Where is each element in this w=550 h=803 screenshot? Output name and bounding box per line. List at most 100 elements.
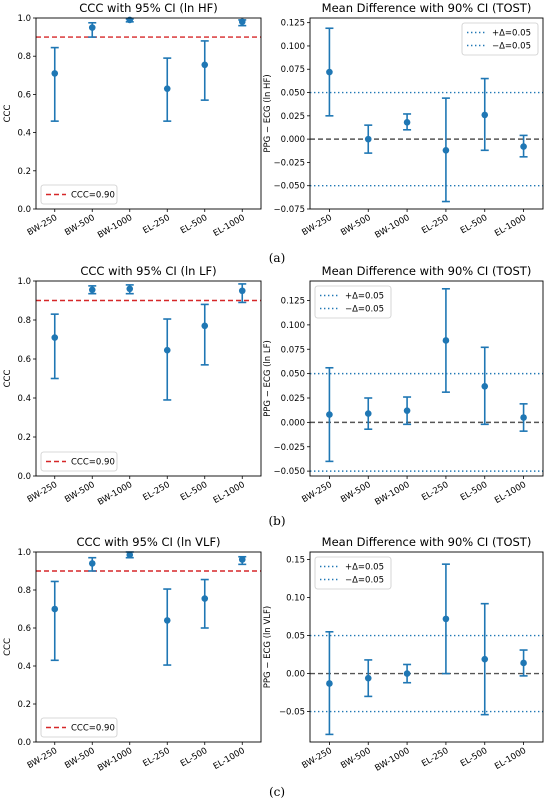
data-point <box>364 674 372 682</box>
plot-frame <box>309 17 544 210</box>
x-tick-label: EL-1000 <box>493 746 528 772</box>
y-tick-label: 0.050 <box>281 89 305 99</box>
data-point <box>520 414 527 421</box>
x-tick-label: BW-1000 <box>373 213 411 241</box>
x-tick-label: BW-500 <box>339 213 372 238</box>
data-point <box>520 143 527 150</box>
chart-panel-5: CCC with 95% CI (ln VLF) CCC 0.0 0.2 0.4 0.6 0… <box>3 535 262 774</box>
data-point-group <box>325 630 334 736</box>
y-tick-label: 0.8 <box>17 52 31 62</box>
data-point <box>403 670 411 677</box>
y-tick-label: 0.6 <box>17 355 31 365</box>
y-axis-label: PPG − ECG (ln LF) <box>263 340 273 417</box>
y-tick-label: 0.050 <box>281 370 305 380</box>
data-point <box>442 337 450 344</box>
x-tick-label: EL-250 <box>141 213 171 236</box>
data-point-group <box>88 21 97 38</box>
plot-frame <box>309 280 544 477</box>
chart-title: CCC with 95% CI (ln VLF) <box>76 535 220 549</box>
data-point <box>364 135 372 143</box>
legend: +Δ=0.05 −Δ=0.05 <box>314 285 392 319</box>
y-tick-label: 0.4 <box>17 129 31 139</box>
y-tick-label: 0.025 <box>281 112 305 122</box>
data-point <box>51 334 59 341</box>
y-tick-label: 1.0 <box>17 548 31 558</box>
x-tick-label: EL-250 <box>420 213 450 236</box>
data-point-group <box>403 663 412 684</box>
legend: CCC=0.90 <box>40 451 118 472</box>
plot-frame <box>309 551 544 743</box>
y-axis-label: CCC <box>3 638 13 656</box>
legend-label: −Δ=0.05 <box>345 576 384 586</box>
data-point-group <box>50 46 59 122</box>
caption-b: (b) <box>268 514 285 528</box>
x-tick-label: BW-1000 <box>96 746 134 774</box>
plot-frame <box>35 280 262 477</box>
x-tick-label: BW-250 <box>300 746 333 771</box>
x-tick-label: EL-250 <box>141 746 171 769</box>
y-tick-label: 0.000 <box>281 418 305 428</box>
data-point-group <box>238 283 247 304</box>
x-tick-label: BW-1000 <box>96 213 134 241</box>
y-tick-label: 0.00 <box>286 670 305 680</box>
data-point <box>326 411 333 418</box>
data-point <box>481 111 489 119</box>
data-point-group <box>200 303 209 366</box>
x-tick-label: BW-500 <box>63 213 96 238</box>
y-tick-label: 0.2 <box>17 700 31 710</box>
data-point <box>88 286 96 294</box>
y-tick-label: 0.000 <box>281 135 305 145</box>
y-tick-label: −0.05 <box>279 708 305 718</box>
data-point <box>481 383 489 390</box>
legend-box <box>314 556 392 590</box>
y-tick-label: 0.125 <box>281 297 305 307</box>
data-point-group <box>325 366 334 463</box>
y-tick-label: −0.025 <box>274 158 305 168</box>
data-point <box>201 595 209 602</box>
y-tick-label: 0.075 <box>281 65 305 75</box>
x-tick-label: BW-500 <box>339 480 372 505</box>
data-point-group <box>441 97 450 203</box>
y-tick-label: 0.8 <box>17 316 31 326</box>
data-point-group <box>325 27 334 117</box>
data-point-group <box>200 578 209 629</box>
data-point-group <box>163 57 172 122</box>
data-point <box>442 615 450 623</box>
chart-panel-3: CCC with 95% CI (ln LF) CCC 0.0 0.2 0.4 0.6 0.… <box>3 264 262 508</box>
plot-frame <box>35 551 262 743</box>
data-point-group <box>125 284 134 295</box>
data-point-group <box>364 124 373 154</box>
chart-title: CCC with 95% CI (ln LF) <box>80 264 216 278</box>
chart-title: Mean Difference with 90% CI (TOST) <box>322 1 532 15</box>
data-point <box>481 655 489 663</box>
chart-panel-6: Mean Difference with 90% CI (TOST) PPG − … <box>263 535 544 774</box>
x-tick-label: BW-250 <box>300 213 333 238</box>
plot-frame <box>35 17 262 210</box>
data-point <box>201 322 209 330</box>
legend-label: +Δ=0.05 <box>345 292 384 302</box>
data-point-group <box>441 287 450 393</box>
y-tick-label: 0.10 <box>286 594 305 604</box>
y-axis-label: PPG − ECG (ln VLF) <box>263 606 273 688</box>
data-point-group <box>403 113 412 131</box>
legend-box <box>40 184 118 205</box>
data-point <box>403 119 411 126</box>
y-tick-label: 0.4 <box>17 662 31 672</box>
y-tick-label: 0.6 <box>17 90 31 100</box>
x-tick-label: BW-1000 <box>373 746 411 774</box>
data-point <box>163 85 171 92</box>
y-axis-label: CCC <box>3 105 13 123</box>
legend-label: CCC=0.90 <box>71 191 115 201</box>
data-point <box>326 68 333 76</box>
y-tick-label: 0.8 <box>17 586 31 596</box>
x-tick-label: EL-1000 <box>493 213 528 239</box>
data-point <box>163 617 171 624</box>
data-point-group <box>50 313 59 380</box>
y-axis-label: PPG − ECG (ln HF) <box>263 74 273 152</box>
caption-c: (c) <box>269 785 285 799</box>
legend: +Δ=0.05 −Δ=0.05 <box>461 22 539 56</box>
y-tick-label: 0.6 <box>17 624 31 634</box>
x-tick-label: EL-500 <box>459 746 489 769</box>
y-tick-label: −0.075 <box>274 205 305 215</box>
